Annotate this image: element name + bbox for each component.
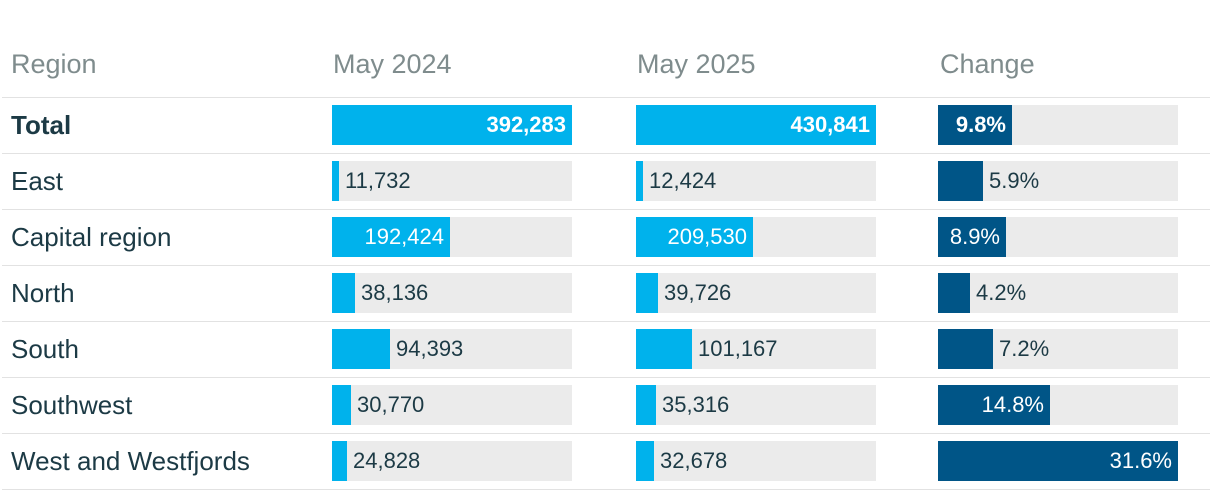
- may-2025-value-label: 39,726: [664, 280, 732, 305]
- row-divider: [2, 209, 1210, 210]
- row-label: West and Westfjords: [11, 446, 250, 476]
- may-2025-bar: [636, 385, 656, 425]
- may-2024-bar: [332, 441, 347, 481]
- may-2024-bar: [332, 105, 572, 145]
- change-track: 14.8%: [938, 385, 1178, 425]
- row-label: Total: [11, 110, 72, 140]
- may-2024-bar: [332, 329, 390, 369]
- header-region: Region: [11, 49, 97, 79]
- may-2024-value-label: 392,283: [486, 112, 566, 137]
- may-2025-value-label: 101,167: [698, 336, 778, 361]
- may-2024-bar: [332, 161, 339, 201]
- may-2024-bar: [332, 273, 355, 313]
- may-2024-bar: [332, 217, 450, 257]
- may-2025-bar: [636, 105, 876, 145]
- change-track: 9.8%: [938, 105, 1178, 145]
- may-2025-value-label: 12,424: [649, 168, 717, 193]
- may-2024-track: 192,424: [332, 217, 572, 257]
- may-2024-value-label: 30,770: [357, 392, 425, 417]
- may-2025-track: 12,424: [636, 161, 876, 201]
- may-2025-track: 209,530: [636, 217, 876, 257]
- change-bar: [938, 273, 970, 313]
- change-track: 8.9%: [938, 217, 1178, 257]
- may-2025-value-label: 35,316: [662, 392, 730, 417]
- row-divider: [2, 321, 1210, 322]
- row-label: Capital region: [11, 222, 172, 252]
- row-label: South: [11, 334, 79, 364]
- row-divider: [2, 265, 1210, 266]
- row-divider: [2, 153, 1210, 154]
- change-value-label: 5.9%: [989, 168, 1040, 193]
- change-bar: [938, 385, 1050, 425]
- row-label: North: [11, 278, 75, 308]
- change-bar: [938, 217, 1006, 257]
- change-value-label: 14.8%: [981, 392, 1044, 417]
- may-2024-track: 11,732: [332, 161, 572, 201]
- may-2024-track: 30,770: [332, 385, 572, 425]
- may-2025-bar: [636, 161, 643, 201]
- may-2024-value-label: 24,828: [353, 448, 421, 473]
- change-bar: [938, 441, 1178, 481]
- header-may-2025: May 2025: [637, 49, 756, 79]
- row-label: East: [11, 166, 64, 196]
- may-2024-track: 24,828: [332, 441, 572, 481]
- change-value-label: 9.8%: [955, 112, 1006, 137]
- change-value-label: 4.2%: [976, 280, 1027, 305]
- may-2025-track: 35,316: [636, 385, 876, 425]
- change-bar: [938, 105, 1012, 145]
- header-divider: [2, 97, 1210, 98]
- may-2024-value-label: 94,393: [396, 336, 464, 361]
- header-may-2024: May 2024: [333, 49, 452, 79]
- row-divider: [2, 433, 1210, 434]
- header-change: Change: [940, 49, 1035, 79]
- change-value-label: 7.2%: [999, 336, 1050, 361]
- may-2024-value-label: 11,732: [345, 168, 411, 193]
- may-2024-bar: [332, 385, 351, 425]
- row-divider: [2, 489, 1210, 490]
- may-2025-bar: [636, 441, 654, 481]
- may-2025-value-label: 32,678: [660, 448, 728, 473]
- change-value-label: 31.6%: [1109, 448, 1172, 473]
- may-2025-value-label: 430,841: [790, 112, 870, 137]
- may-2025-value-label: 209,530: [667, 224, 747, 249]
- may-2024-track: 94,393: [332, 329, 572, 369]
- change-track: 31.6%: [938, 441, 1178, 481]
- may-2025-track: 39,726: [636, 273, 876, 313]
- change-track: 5.9%: [938, 161, 1178, 201]
- change-track: 7.2%: [938, 329, 1178, 369]
- may-2025-bar: [636, 329, 692, 369]
- may-2024-track: 392,283: [332, 105, 572, 145]
- change-track: 4.2%: [938, 273, 1178, 313]
- change-bar: [938, 161, 983, 201]
- may-2024-value-label: 192,424: [364, 224, 444, 249]
- may-2025-bar: [636, 217, 753, 257]
- row-divider: [2, 377, 1210, 378]
- may-2025-track: 32,678: [636, 441, 876, 481]
- row-label: Southwest: [11, 390, 133, 420]
- change-value-label: 8.9%: [949, 224, 1000, 249]
- may-2025-track: 101,167: [636, 329, 876, 369]
- may-2024-track: 38,136: [332, 273, 572, 313]
- may-2024-value-label: 38,136: [361, 280, 429, 305]
- may-2025-bar: [636, 273, 658, 313]
- may-2025-track: 430,841: [636, 105, 876, 145]
- change-bar: [938, 329, 993, 369]
